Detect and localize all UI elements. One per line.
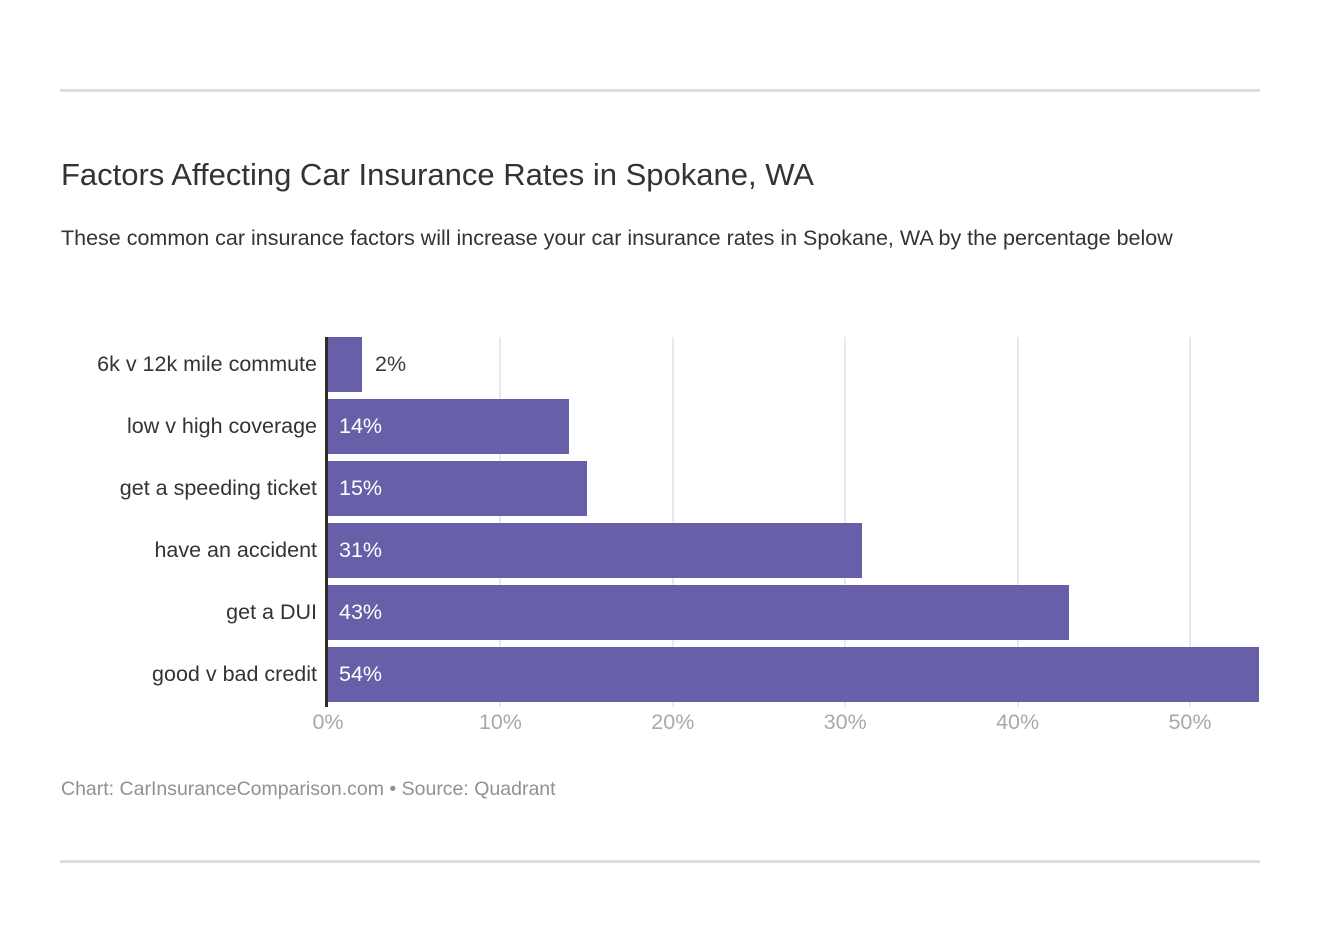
chart-subtitle: These common car insurance factors will … [61,226,1173,250]
category-label: good v bad credit [152,662,317,686]
bar-row: get a DUI 43% [60,585,1260,640]
x-tick-label: 0% [312,710,344,734]
value-label: 15% [339,476,383,500]
value-label: 43% [339,600,383,624]
bar-row: good v bad credit 54% [60,647,1260,702]
value-label: 14% [339,414,383,438]
category-label: 6k v 12k mile commute [97,352,317,376]
category-label: have an accident [154,538,317,562]
x-tick-label: 50% [1168,710,1212,734]
x-tick-label: 20% [651,710,695,734]
bar[interactable] [328,337,362,392]
x-tick-label: 10% [478,710,522,734]
bottom-divider [60,860,1260,863]
bar-row: 6k v 12k mile commute 2% [60,337,1260,392]
bar[interactable] [328,399,569,454]
bar[interactable] [328,461,587,516]
bar-row: low v high coverage 14% [60,399,1260,454]
category-label: get a DUI [226,600,317,624]
gridline [844,337,847,707]
x-tick-label: 30% [823,710,867,734]
gridline [671,337,674,707]
bar-chart-plot: 6k v 12k mile commute 2% low v high covera… [60,337,1260,707]
bar[interactable] [328,647,1259,702]
chart-credit: Chart: CarInsuranceComparison.com • Sour… [61,778,556,800]
gridline [1189,337,1191,707]
top-divider [60,89,1260,92]
bar[interactable] [328,585,1069,640]
gridline [1016,337,1019,707]
bar[interactable] [328,523,862,578]
category-label: low v high coverage [126,414,317,438]
bar-row: get a speeding ticket 15% [60,461,1260,516]
chart-title: Factors Affecting Car Insurance Rates in… [61,157,814,192]
bar-row: have an accident 31% [60,523,1260,578]
gridline [499,337,502,707]
value-label: 54% [339,662,383,686]
category-label: get a speeding ticket [119,476,317,500]
y-axis-line [325,337,328,707]
x-tick-label: 40% [996,710,1040,734]
value-label: 31% [339,538,383,562]
value-label: 2% [375,352,407,376]
